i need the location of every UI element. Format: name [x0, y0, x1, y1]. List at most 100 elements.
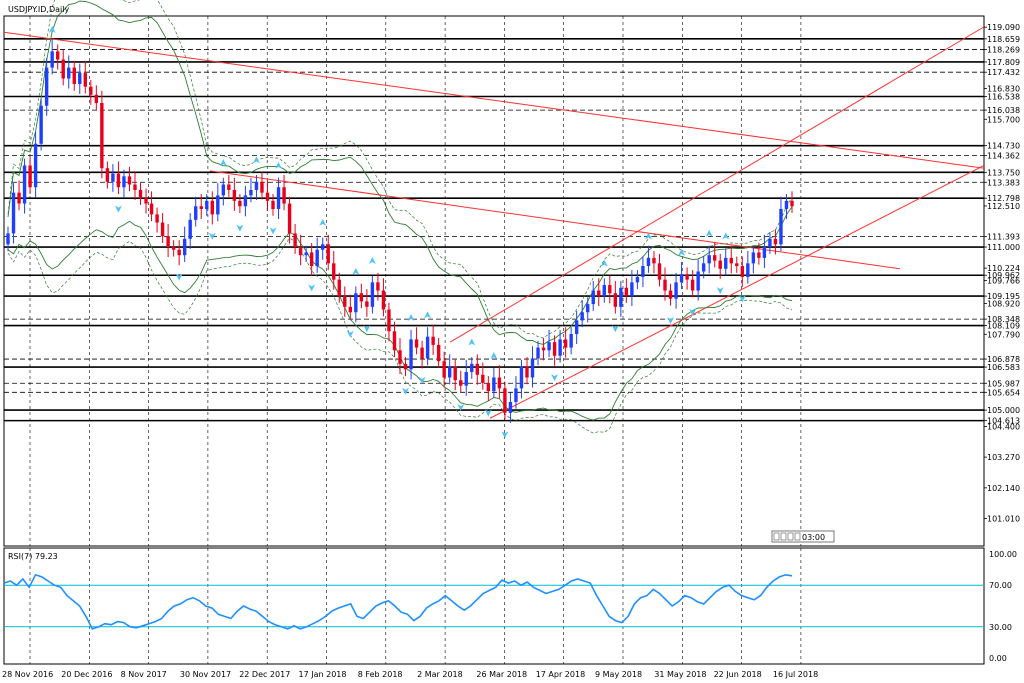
candle-body	[508, 401, 513, 413]
price-tick-label: 111.393	[987, 232, 1020, 241]
candle-body	[321, 244, 325, 250]
candle-body	[116, 173, 121, 188]
price-tick-label: 107.790	[987, 330, 1020, 339]
candle-body	[309, 252, 314, 267]
price-tick-label: 113.383	[987, 178, 1020, 187]
candle-body	[122, 176, 126, 188]
price-tick-label: 106.878	[987, 355, 1020, 364]
candle-body	[757, 252, 761, 258]
candle-body	[624, 287, 629, 296]
date-tick-label: 22 Jun 2018	[714, 670, 762, 679]
candle-body	[28, 165, 32, 188]
candle-body	[740, 266, 745, 277]
candle-body	[33, 143, 38, 188]
candle-body	[679, 274, 684, 283]
date-tick-label: 17 Apr 2018	[536, 670, 585, 679]
candle-body	[696, 271, 700, 291]
candle-body	[536, 347, 540, 359]
candle-body	[94, 94, 99, 103]
candle-body	[315, 249, 319, 267]
price-tick-label: 117.432	[987, 68, 1020, 77]
fractal-up-arrow	[219, 159, 227, 167]
fractal-up-arrow	[644, 232, 652, 240]
price-tick-label: 101.010	[987, 515, 1020, 524]
candle-body	[486, 382, 491, 392]
candle-body	[326, 244, 330, 264]
price-tick-label: 108.109	[987, 322, 1020, 331]
fractal-up-arrow	[352, 267, 360, 275]
fractal-down-arrow	[667, 317, 675, 325]
candle-body	[287, 203, 292, 234]
candle-body	[735, 263, 739, 267]
candle-body	[481, 374, 485, 383]
main-panel-frame	[3, 15, 985, 547]
candle-body	[276, 187, 281, 209]
candle-body	[563, 339, 568, 348]
fractal-down-arrow	[689, 308, 697, 316]
date-tick-label: 16 Jul 2018	[773, 670, 818, 679]
candle-body	[558, 339, 562, 356]
candle-body	[547, 342, 551, 351]
candle-body	[707, 255, 711, 264]
fractal-up-arrow	[600, 259, 608, 267]
fractal-down-arrow	[551, 374, 559, 382]
candle-body	[701, 263, 706, 272]
candle-body	[293, 233, 297, 248]
candle-body	[724, 257, 728, 269]
fractal-down-arrow	[308, 284, 316, 292]
candle-body	[503, 388, 507, 413]
candle-body	[398, 350, 402, 364]
candle-body	[591, 290, 595, 305]
candle-body	[608, 285, 612, 294]
rsi-tick-label: 0.00	[989, 654, 1007, 663]
candle-body	[83, 73, 87, 87]
candle-body	[254, 181, 259, 190]
fractal-up-arrow	[678, 248, 686, 256]
candle-body	[166, 236, 170, 248]
fractal-down-arrow	[611, 325, 619, 333]
date-tick-label: 17 Jan 2018	[299, 670, 347, 679]
candle-body	[260, 181, 264, 193]
candle-body	[61, 59, 65, 79]
candle-body	[690, 279, 695, 291]
fractal-markers	[48, 25, 746, 439]
candle-body	[453, 366, 457, 381]
price-tick-label: 103.270	[987, 453, 1020, 462]
fractal-down-arrow	[402, 387, 410, 395]
price-tick-label: 109.195	[987, 292, 1020, 301]
fractal-down-arrow	[484, 409, 492, 417]
fractal-up-arrow	[48, 25, 56, 33]
date-tick-label: 26 Mar 2018	[476, 670, 527, 679]
candle-body	[188, 219, 192, 239]
candle-body	[569, 334, 573, 348]
candle-body	[541, 347, 546, 351]
candle-body	[78, 73, 82, 84]
price-tick-label: 106.583	[987, 363, 1020, 372]
candle-body	[713, 255, 717, 261]
price-tick-label: 114.362	[987, 152, 1020, 161]
price-tick-label: 117.809	[987, 58, 1020, 67]
candle-body	[580, 312, 584, 321]
candle-body	[359, 293, 364, 302]
candle-body	[271, 200, 275, 209]
rsi-label: RSI(7) 79.23	[8, 552, 58, 561]
candle-body	[177, 249, 181, 256]
candle-body	[199, 206, 203, 209]
price-tick-label: 105.987	[987, 379, 1020, 388]
date-tick-label: 9 May 2018	[595, 670, 642, 679]
fractal-down-arrow	[175, 273, 183, 281]
candle-body	[249, 189, 253, 196]
price-tick-label: 115.700	[987, 115, 1020, 124]
trendline	[449, 26, 985, 343]
candle-body	[22, 165, 27, 204]
candle-body	[685, 274, 689, 280]
price-tick-label: 108.348	[987, 315, 1020, 324]
candle-body	[55, 51, 60, 60]
fractal-up-arrow	[407, 314, 415, 322]
candle-body	[492, 377, 496, 392]
price-tick-label: 104.613	[987, 417, 1020, 426]
date-tick-label: 22 Dec 2017	[239, 670, 290, 679]
candle-body	[149, 203, 154, 215]
price-tick-label: 116.538	[987, 93, 1020, 102]
